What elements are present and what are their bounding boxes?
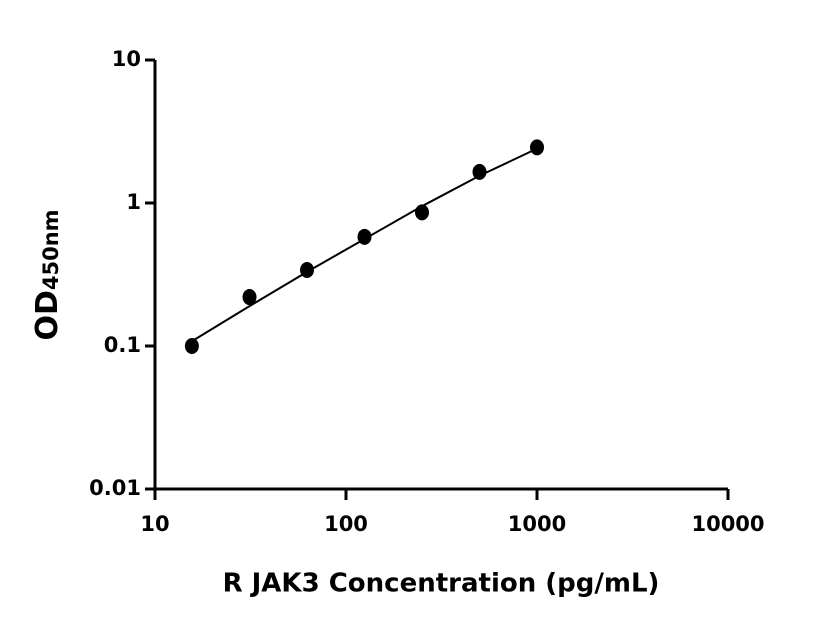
data-point: [357, 228, 372, 245]
y-axis-title-subscript: 450nm: [39, 209, 63, 290]
x-tick-label: 10000: [691, 512, 764, 536]
data-point: [184, 338, 199, 354]
y-tick-label: 0.01: [89, 476, 141, 500]
data-point: [472, 163, 487, 180]
y-axis-title-main: OD: [30, 290, 65, 340]
y-tick-label: 10: [112, 47, 141, 71]
data-point: [415, 204, 430, 221]
x-axis-title: R JAK3 Concentration (pg/mL): [223, 569, 660, 599]
data-point: [300, 261, 315, 278]
y-tick-label: 1: [126, 190, 141, 214]
y-axis-title: OD450nm: [30, 209, 65, 340]
x-tick-label: 100: [324, 512, 368, 536]
y-tick-label: 0.1: [104, 333, 141, 357]
x-tick-label: 10: [140, 512, 169, 536]
data-point: [530, 139, 544, 156]
fit-curve: [191, 147, 538, 343]
x-tick-label: 1000: [508, 512, 566, 536]
data-point: [242, 289, 257, 306]
